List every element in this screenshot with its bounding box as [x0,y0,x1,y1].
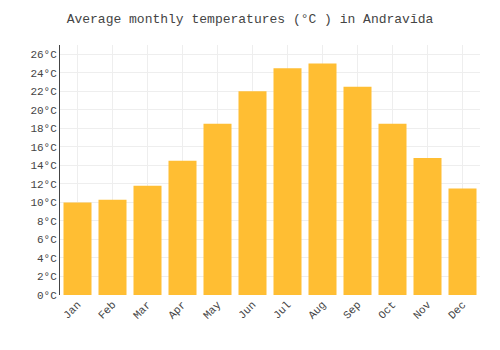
svg-text:18°C: 18°C [30,123,57,135]
svg-text:22°C: 22°C [30,86,57,98]
svg-text:16°C: 16°C [30,142,57,154]
svg-text:Jan: Jan [61,299,83,321]
svg-text:Nov: Nov [411,299,434,322]
svg-text:4°C: 4°C [37,253,57,265]
svg-text:8°C: 8°C [37,216,57,228]
svg-text:Apr: Apr [166,299,188,321]
svg-text:Sep: Sep [341,299,363,321]
svg-text:Oct: Oct [376,299,398,321]
svg-text:12°C: 12°C [30,179,57,191]
svg-text:Dec: Dec [446,299,468,321]
svg-text:May: May [201,299,224,322]
svg-text:Aug: Aug [306,299,328,321]
svg-text:6°C: 6°C [37,234,57,246]
svg-text:24°C: 24°C [30,68,57,80]
svg-text:Feb: Feb [96,299,118,321]
svg-text:Jul: Jul [271,299,293,321]
svg-text:Average monthly temperatures (: Average monthly temperatures (°C ) in An… [67,12,434,27]
svg-text:10°C: 10°C [30,197,57,209]
svg-text:26°C: 26°C [30,49,57,61]
svg-text:20°C: 20°C [30,105,57,117]
svg-text:Mar: Mar [131,299,153,321]
svg-text:14°C: 14°C [30,160,57,172]
svg-text:2°C: 2°C [37,271,57,283]
svg-text:0°C: 0°C [37,290,57,302]
svg-text:Jun: Jun [236,299,258,321]
